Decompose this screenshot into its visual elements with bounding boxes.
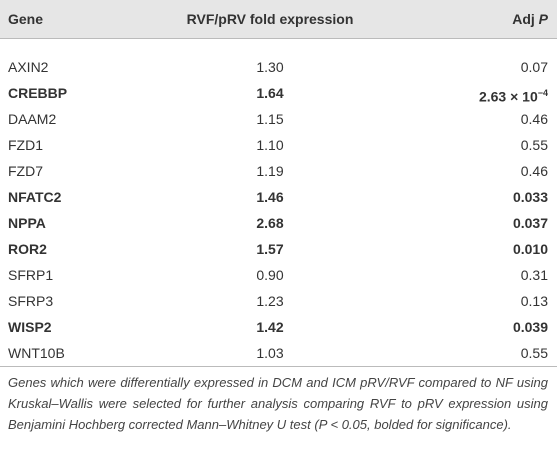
table-cell: 1.30	[256, 59, 284, 75]
table-cell-text: 2.63 × 10	[478, 88, 538, 105]
table-cell: 2.63 × 10−4	[479, 83, 548, 107]
rule	[0, 366, 557, 367]
header-cell-italic: P	[538, 11, 548, 27]
table-cell: 0.90	[256, 267, 284, 283]
table-cell: 0.31	[520, 267, 548, 283]
table-cell: 0.46	[520, 163, 548, 179]
table-cell-sup: −4	[537, 88, 548, 98]
table-cell: 1.03	[256, 345, 284, 361]
table-cell: CREBBP	[8, 85, 68, 101]
table-cell: SFRP3	[8, 293, 54, 309]
header-cell-text: Adj	[512, 11, 535, 27]
table-cell: 0.55	[520, 345, 548, 361]
table-cell: 1.10	[256, 137, 284, 153]
table-cell: 0.07	[520, 59, 548, 75]
table-cell: 2.68	[256, 215, 284, 231]
table-cell: FZD7	[8, 163, 43, 179]
table-cell: WNT10B	[8, 345, 65, 361]
table-cell: 1.57	[256, 241, 284, 257]
table-cell: 1.15	[256, 111, 284, 127]
table-cell: 0.010	[512, 241, 548, 257]
table-cell: NFATC2	[8, 189, 62, 205]
header-cell: Gene	[8, 11, 44, 27]
table-cell: FZD1	[8, 137, 43, 153]
table-note: Genes which were differentially expresse…	[8, 375, 548, 432]
table-cell: 1.19	[256, 163, 284, 179]
table-cell: 0.46	[520, 111, 548, 127]
header-band	[0, 0, 557, 38]
table-cell: 0.55	[520, 137, 548, 153]
table-cell: DAAM2	[8, 111, 57, 127]
table-cell: 0.037	[512, 215, 548, 231]
table-cell: 1.42	[256, 319, 284, 335]
header-cell: Adj P	[512, 9, 548, 29]
table-cell: 1.64	[256, 85, 284, 101]
table-cell: 0.13	[520, 293, 548, 309]
header-cell: RVF/pRV fold expression	[186, 11, 354, 27]
table-cell: 0.033	[512, 189, 548, 205]
table-cell: ROR2	[8, 241, 47, 257]
table-cell: AXIN2	[8, 59, 49, 75]
table-cell: 1.23	[256, 293, 284, 309]
table-cell: WISP2	[8, 319, 52, 335]
table-cell: NPPA	[8, 215, 46, 231]
table-cell: 1.46	[256, 189, 284, 205]
table-cell: 0.039	[512, 319, 548, 335]
table-cell: SFRP1	[8, 267, 54, 283]
rule	[0, 38, 557, 39]
